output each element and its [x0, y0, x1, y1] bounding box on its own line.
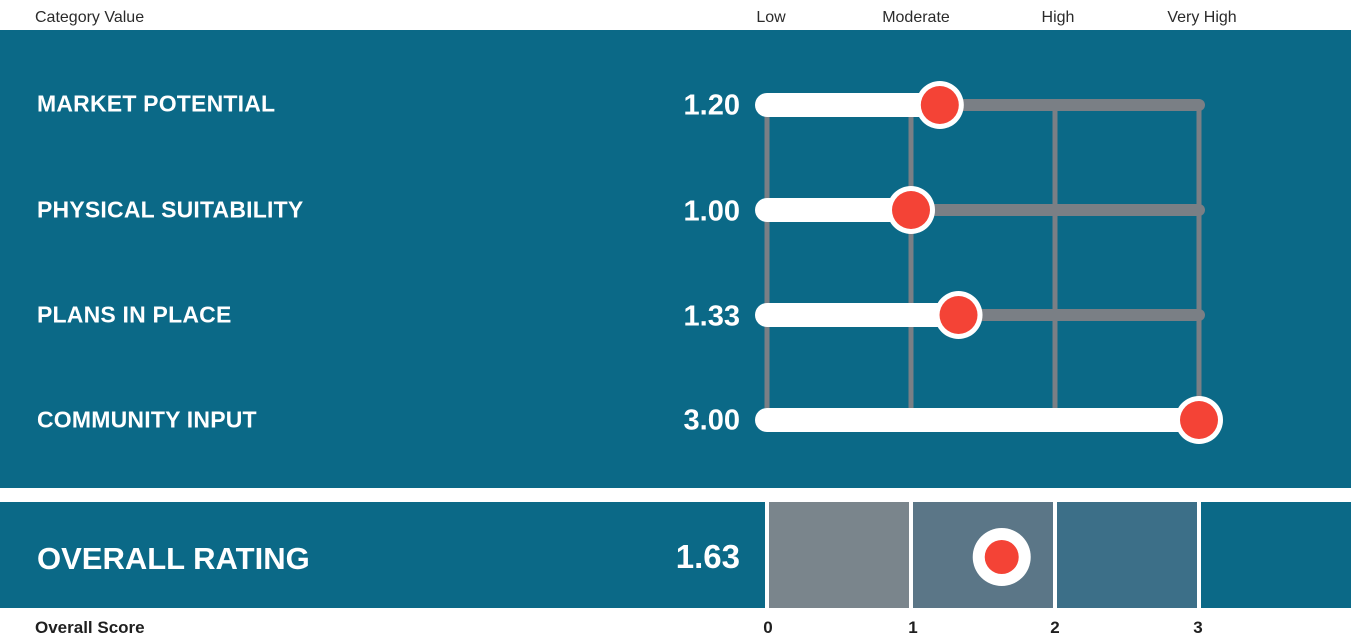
row-value-market-potential: 1.20	[683, 89, 740, 122]
row-label-physical-suitability: PHYSICAL SUITABILITY	[37, 196, 304, 223]
marker-2	[939, 296, 978, 334]
row-value-community-input: 3.00	[683, 404, 740, 437]
level-very-high-label: Very High	[1167, 9, 1237, 26]
level-high-label: High	[1041, 9, 1075, 26]
overall-rating-value: 1.63	[675, 538, 740, 575]
row-value-plans-in-place: 1.33	[683, 300, 740, 333]
overall-band-2	[1055, 502, 1199, 608]
row-label-community-input: COMMUNITY INPUT	[37, 406, 257, 433]
tick-label-3: 3	[1193, 618, 1203, 637]
category-value-label: Category Value	[35, 9, 145, 26]
row-value-physical-suitability: 1.00	[683, 195, 740, 228]
tick-label-0: 0	[763, 618, 773, 637]
marker-1	[892, 191, 930, 229]
marker-0	[920, 86, 959, 124]
row-label-market-potential: MARKET POTENTIAL	[37, 90, 276, 117]
overall-marker	[984, 540, 1019, 574]
level-low-label: Low	[756, 9, 786, 26]
tick-label-2: 2	[1050, 618, 1060, 637]
level-moderate-label: Moderate	[882, 9, 950, 26]
row-label-plans-in-place: PLANS IN PLACE	[37, 301, 232, 328]
overall-band-0	[767, 502, 911, 608]
overall-score-label: Overall Score	[35, 618, 145, 637]
overall-rating-label: OVERALL RATING	[37, 541, 310, 576]
tick-label-1: 1	[908, 618, 918, 637]
marker-3	[1180, 401, 1218, 439]
